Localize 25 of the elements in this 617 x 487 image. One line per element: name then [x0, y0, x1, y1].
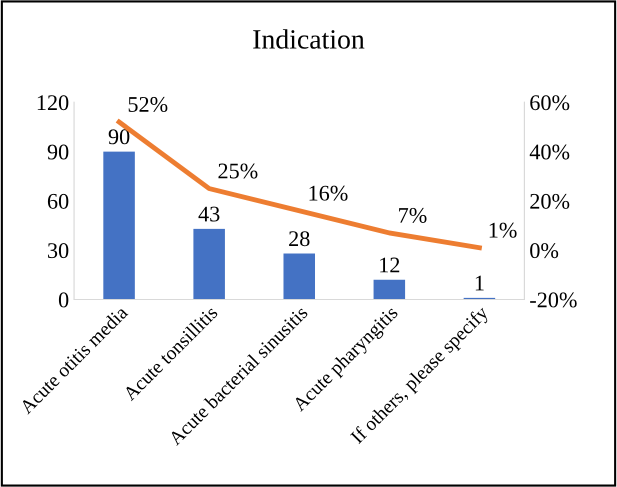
y-tick-label: 60 [48, 194, 68, 209]
data-label: 1 [476, 276, 484, 290]
data-label: 7% [399, 208, 427, 223]
y2-tick-label: -20% [530, 292, 577, 308]
y-tick-label: 0 [58, 292, 68, 308]
data-label: 52% [128, 96, 168, 112]
data-label: 28 [289, 231, 310, 246]
data-label: 16% [310, 186, 348, 201]
y-tick-label: 90 [48, 144, 68, 160]
data-label: 90 [108, 129, 130, 144]
data-label: 25% [218, 163, 258, 179]
bar [193, 228, 225, 300]
bar [103, 152, 135, 300]
chart-title: Indication [253, 29, 364, 49]
data-label: 1% [490, 222, 517, 238]
y2-tick-label: 60% [530, 95, 570, 110]
y2-tick-label: 0% [530, 243, 558, 258]
y-tick-label: 30 [48, 243, 68, 258]
y2-tick-label: 20% [530, 194, 570, 209]
y-tick-label: 120 [38, 95, 68, 110]
bar [374, 280, 406, 300]
bar [283, 253, 316, 300]
data-label: 12 [380, 258, 400, 272]
y2-tick-label: 40% [530, 144, 570, 160]
data-label: 43 [198, 206, 220, 222]
